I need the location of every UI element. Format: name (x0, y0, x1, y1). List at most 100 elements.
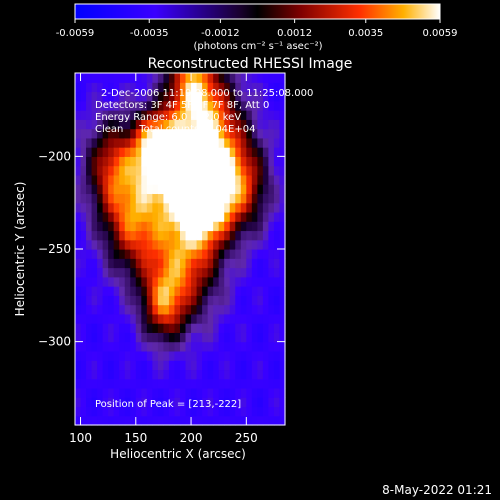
heatmap-cell (80, 267, 87, 278)
heatmap-cell (213, 202, 220, 213)
heatmap-cell (251, 156, 258, 167)
heatmap-cell (163, 295, 170, 306)
heatmap-cell (257, 110, 264, 120)
heatmap-cell (257, 341, 264, 352)
heatmap-cell (97, 267, 104, 278)
heatmap-cell (207, 230, 214, 241)
heatmap-cell (191, 239, 198, 250)
heatmap-cell (152, 110, 159, 120)
heatmap-cell (224, 119, 231, 130)
heatmap-cell (224, 165, 231, 176)
heatmap-cell (257, 91, 264, 102)
heatmap-cell (135, 193, 142, 204)
heatmap-cell (163, 369, 170, 380)
heatmap-cell (218, 119, 225, 130)
heatmap-cell (218, 323, 225, 333)
heatmap-cell (174, 73, 181, 83)
heatmap-cell (146, 211, 153, 222)
heatmap-cell (279, 165, 286, 176)
heatmap-cell (251, 295, 258, 306)
heatmap-cell (168, 119, 176, 130)
heatmap-cell (246, 360, 253, 371)
heatmap-cell (80, 415, 87, 426)
heatmap-cell (246, 267, 253, 278)
heatmap-cell (229, 165, 236, 176)
heatmap-cell (86, 313, 93, 324)
heatmap-cell (124, 350, 131, 361)
heatmap-cell (207, 221, 214, 232)
heatmap-cell (75, 304, 82, 315)
heatmap-cell (240, 258, 247, 269)
heatmap-cell (251, 91, 258, 102)
plot-area: 100 150 200 250 −200 −250 −300 2-Dec-2006 11:1… (38, 72, 313, 445)
heatmap-cell (174, 387, 181, 398)
heatmap-cell (279, 239, 286, 250)
heatmap-cell (97, 369, 104, 380)
heatmap-cell (268, 119, 275, 130)
heatmap-cell (246, 110, 253, 120)
heatmap-cell (191, 110, 198, 120)
heatmap-cell (174, 100, 181, 111)
heatmap-cell (130, 378, 137, 389)
heatmap-cell (91, 119, 98, 130)
heatmap-cell (229, 323, 236, 333)
heatmap-cell (124, 276, 131, 287)
heatmap-cell (218, 369, 225, 380)
heatmap-cell (75, 239, 82, 250)
heatmap-cell (135, 397, 142, 408)
heatmap-cell (229, 100, 236, 111)
heatmap-cell (279, 202, 286, 213)
heatmap-cell (246, 239, 253, 250)
heatmap-cell (80, 128, 87, 139)
heatmap-cell (229, 128, 236, 139)
heatmap-cell (273, 286, 281, 296)
heatmap-cell (224, 230, 231, 241)
heatmap-cell (130, 73, 137, 83)
heatmap-cell (174, 406, 181, 417)
heatmap-cell (262, 147, 270, 157)
heatmap-cell (168, 110, 176, 120)
heatmap-cell (113, 295, 120, 306)
heatmap-cell (202, 276, 209, 287)
heatmap-cell (213, 137, 220, 148)
heatmap-cell (174, 174, 181, 185)
heatmap-cell (251, 82, 258, 93)
heatmap-cell (273, 387, 281, 398)
heatmap-cell (229, 406, 236, 417)
heatmap-cell (146, 350, 153, 361)
heatmap-cell (240, 387, 247, 398)
heatmap-cell (262, 91, 270, 102)
heatmap-cell (157, 295, 165, 306)
heatmap-cell (86, 295, 93, 306)
heatmap-cell (174, 230, 181, 241)
heatmap-cell (218, 91, 225, 102)
heatmap-cell (108, 174, 115, 185)
heatmap-cell (257, 369, 264, 380)
heatmap-cell (202, 341, 209, 352)
heatmap-cell (246, 156, 253, 167)
heatmap-cell (185, 230, 192, 241)
heatmap-cell (97, 147, 104, 157)
heatmap-cell (262, 286, 270, 296)
heatmap-cell (273, 128, 281, 139)
heatmap-cell (75, 100, 82, 111)
heatmap-cell (141, 73, 148, 83)
heatmap-cell (135, 369, 142, 380)
heatmap-cell (257, 211, 264, 222)
info-block: 2-Dec-2006 11:19:08.000 to 11:25:08.000 … (95, 88, 313, 135)
heatmap-cell (202, 110, 209, 120)
heatmap-cell (273, 304, 281, 315)
heatmap-cell (213, 341, 220, 352)
heatmap-cell (240, 295, 247, 306)
heatmap-cell (163, 341, 170, 352)
heatmap-cell (163, 230, 170, 241)
heatmap-cell (146, 415, 153, 426)
heatmap-cell (213, 276, 220, 287)
heatmap-cell (80, 184, 87, 195)
heatmap-cell (257, 304, 264, 315)
heatmap-cell (168, 221, 176, 232)
heatmap-cell (130, 91, 137, 102)
heatmap-cell (102, 313, 109, 324)
heatmap-cell (185, 295, 192, 306)
info-line-time: 2-Dec-2006 11:19:08.000 to 11:25:08.000 (101, 88, 313, 99)
